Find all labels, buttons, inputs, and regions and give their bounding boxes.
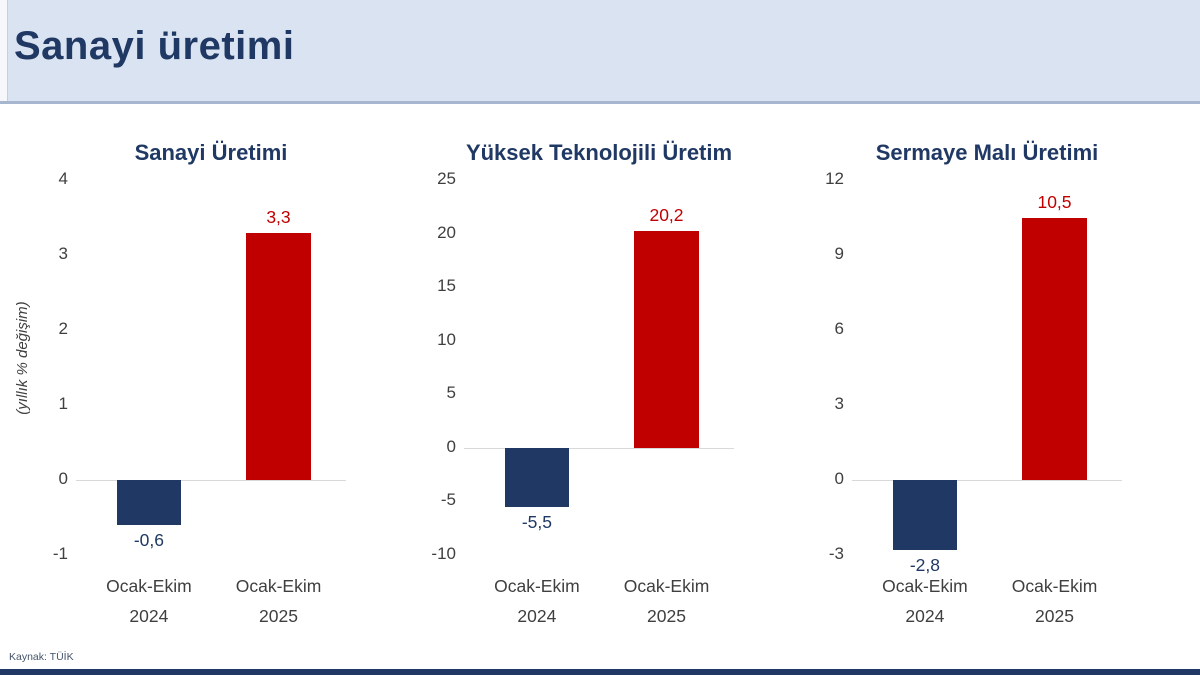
y-tick-label: 5 xyxy=(446,383,456,403)
y-tick-label: 0 xyxy=(834,469,844,488)
zero-axis-line xyxy=(76,480,346,481)
bar-value-label: 3,3 xyxy=(266,206,291,227)
header-left-accent xyxy=(0,0,8,101)
y-tick-label: -1 xyxy=(52,544,68,563)
category-label: Ocak-Ekim 2025 xyxy=(623,576,710,626)
zero-axis-line xyxy=(464,448,734,449)
y-tick-label: 0 xyxy=(58,469,68,488)
chart-title: Sermaye Malı Üretimi xyxy=(875,140,1099,165)
bar-value-label: 20,2 xyxy=(649,205,684,226)
bar-2024 xyxy=(116,480,182,525)
bar-2024 xyxy=(504,447,570,507)
bar-value-label: -2,8 xyxy=(909,555,940,575)
charts-row: Sanayi Üretimi 4 3 2 1 0 -1 -0,6 3,3 (yıllık % … xyxy=(14,140,1200,631)
y-tick-label: 6 xyxy=(834,319,844,338)
chart-sanayi-uretimi: Sanayi Üretimi 4 3 2 1 0 -1 -0,6 3,3 (yıllık % … xyxy=(14,140,402,631)
bar-value-label: -0,6 xyxy=(133,530,164,550)
chart-title: Yüksek Teknolojili Üretim xyxy=(465,140,733,165)
zero-axis-line xyxy=(852,480,1122,481)
plot-row: 12 9 6 3 0 -3 -2,8 10,5 xyxy=(806,169,1178,575)
bar-2025 xyxy=(246,232,311,480)
bar-2024 xyxy=(892,480,958,550)
y-tick-label: 25 xyxy=(437,169,456,188)
y-tick-label: 9 xyxy=(834,244,844,263)
plot-area: -2,8 10,5 xyxy=(852,180,1122,575)
bar-value-label: -5,5 xyxy=(521,511,552,532)
chart-yuksek-teknolojili-uretim: Yüksek Teknolojili Üretim 25 20 15 10 5 0 -5 -1… xyxy=(418,140,790,631)
y-tick-label: 1 xyxy=(58,394,68,413)
bar-value-label: 10,5 xyxy=(1037,191,1072,212)
y-tick-label: -3 xyxy=(828,544,844,563)
y-axis: 4 3 2 1 0 -1 xyxy=(30,169,76,563)
y-tick-label: 2 xyxy=(58,319,68,338)
y-tick-label: -10 xyxy=(431,544,456,563)
y-tick-label: 3 xyxy=(58,244,68,263)
plot-area: -5,5 20,2 xyxy=(464,180,734,555)
y-axis-title: (yıllık % değişim) xyxy=(14,301,31,415)
y-tick-label: 3 xyxy=(834,394,844,413)
bar-2025 xyxy=(634,231,699,448)
source-note: Kaynak: TÜİK xyxy=(9,651,74,663)
y-axis: 25 20 15 10 5 0 -5 -10 xyxy=(418,169,464,563)
page-title: Sanayi üretimi xyxy=(14,24,295,68)
y-tick-label: 0 xyxy=(446,436,456,456)
y-tick-label: 10 xyxy=(437,329,456,349)
category-label: Ocak-Ekim 2025 xyxy=(235,576,322,626)
bar-2025 xyxy=(1022,217,1087,480)
slide-header: Sanayi üretimi xyxy=(0,0,1200,104)
footer-accent-bar xyxy=(0,669,1200,675)
category-label: Ocak-Ekim 2025 xyxy=(1011,576,1098,626)
category-label: Ocak-Ekim 2024 xyxy=(882,576,968,626)
y-axis: 12 9 6 3 0 -3 xyxy=(806,169,852,563)
y-tick-label: 4 xyxy=(58,169,68,188)
chart-sermaye-mali-uretimi: Sermaye Malı Üretimi 12 9 6 3 0 -3 -2,8 10,5 O… xyxy=(806,140,1178,631)
plot-area: -0,6 3,3 (yıllık % değişim) xyxy=(14,180,346,555)
plot-row: 4 3 2 1 0 -1 -0,6 3,3 (yıllık % değişim) xyxy=(14,169,402,563)
x-axis-labels: Ocak-Ekim 2024 Ocak-Ekim 2025 xyxy=(464,555,734,631)
category-label: Ocak-Ekim 2024 xyxy=(494,576,580,626)
y-tick-label: 15 xyxy=(437,276,456,296)
y-tick-label: 12 xyxy=(825,169,844,188)
y-tick-label: -5 xyxy=(440,490,456,510)
chart-title: Sanayi Üretimi xyxy=(134,140,288,165)
category-label: Ocak-Ekim 2024 xyxy=(106,576,192,626)
y-tick-label: 20 xyxy=(437,222,456,242)
x-axis-labels: Ocak-Ekim 2024 Ocak-Ekim 2025 xyxy=(852,555,1122,631)
plot-row: 25 20 15 10 5 0 -5 -10 -5,5 20,2 xyxy=(418,169,790,563)
x-axis-labels: Ocak-Ekim 2024 Ocak-Ekim 2025 xyxy=(76,555,346,631)
